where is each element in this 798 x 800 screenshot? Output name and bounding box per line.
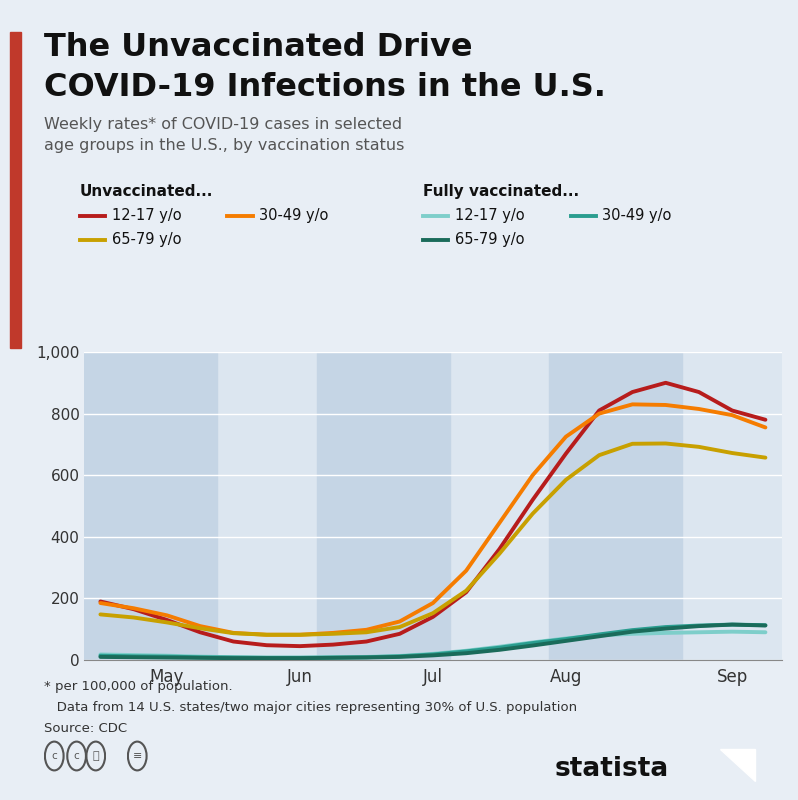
Text: 30-49 y/o: 30-49 y/o	[602, 208, 672, 223]
Text: Source: CDC: Source: CDC	[44, 722, 127, 734]
Bar	[317, 352, 449, 660]
Text: The Unvaccinated Drive: The Unvaccinated Drive	[44, 32, 472, 63]
Text: Weekly rates* of COVID-19 cases in selected
age groups in the U.S., by vaccinati: Weekly rates* of COVID-19 cases in selec…	[44, 117, 405, 153]
Text: Ⓘ: Ⓘ	[93, 751, 99, 761]
Text: c: c	[51, 751, 57, 761]
Text: 30-49 y/o: 30-49 y/o	[259, 208, 329, 223]
Text: Unvaccinated...: Unvaccinated...	[80, 184, 213, 199]
Polygon shape	[720, 749, 755, 781]
Text: 65-79 y/o: 65-79 y/o	[112, 232, 181, 247]
Bar	[84, 352, 217, 660]
Text: Fully vaccinated...: Fully vaccinated...	[423, 184, 579, 199]
Bar	[549, 352, 682, 660]
Text: * per 100,000 of population.: * per 100,000 of population.	[44, 680, 232, 693]
Text: 65-79 y/o: 65-79 y/o	[455, 232, 524, 247]
Text: ≡: ≡	[132, 751, 142, 761]
Text: 12-17 y/o: 12-17 y/o	[455, 208, 524, 223]
Text: 12-17 y/o: 12-17 y/o	[112, 208, 181, 223]
Text: COVID-19 Infections in the U.S.: COVID-19 Infections in the U.S.	[44, 72, 606, 103]
Text: c: c	[73, 751, 80, 761]
Text: statista: statista	[555, 756, 669, 782]
Text: Data from 14 U.S. states/two major cities representing 30% of U.S. population: Data from 14 U.S. states/two major citie…	[44, 701, 577, 714]
